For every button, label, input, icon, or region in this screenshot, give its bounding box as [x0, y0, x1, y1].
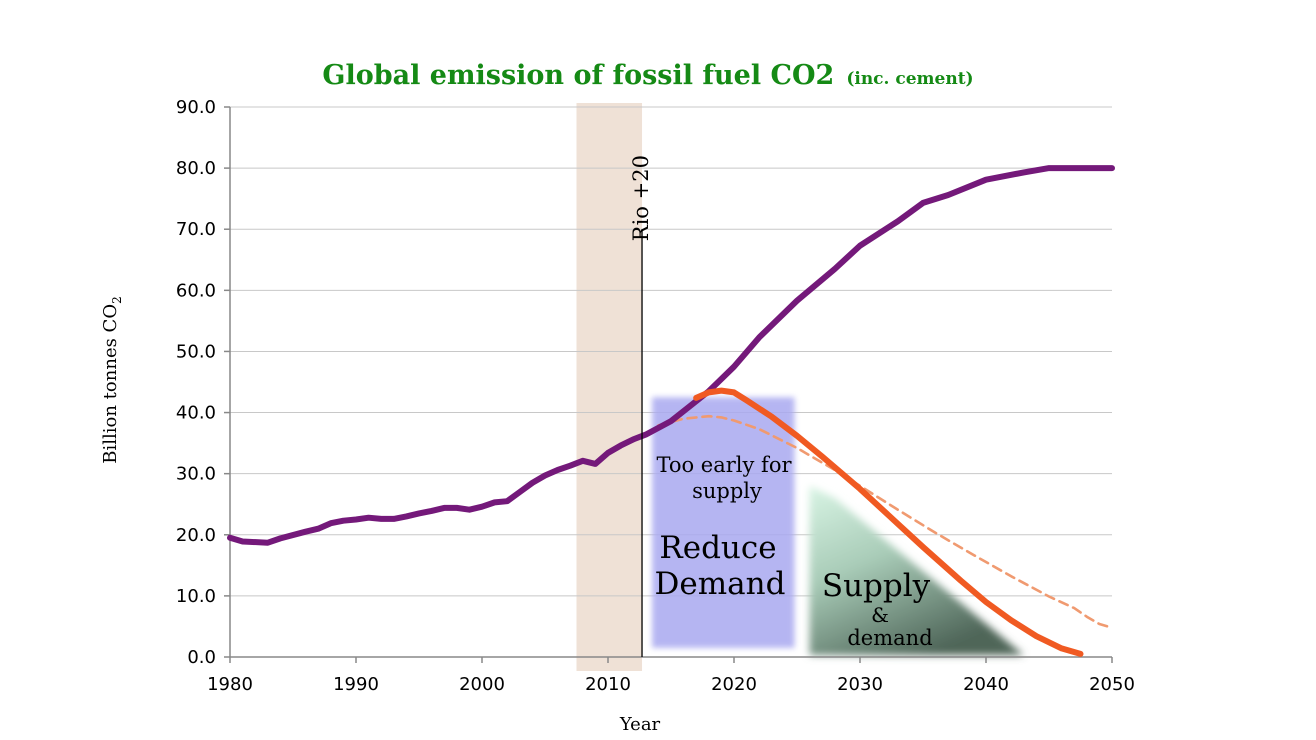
- y-tick-label: 10.0: [176, 586, 216, 607]
- chart-title-main: Global emission of fossil fuel CO2: [322, 60, 834, 91]
- y-tick-label: 20.0: [176, 525, 216, 546]
- y-tick-label: 60.0: [176, 280, 216, 301]
- region-supply-label: Supply: [822, 568, 931, 604]
- x-tick-label: 2020: [711, 674, 757, 695]
- y-tick-label: 40.0: [176, 403, 216, 424]
- y-tick-label: 30.0: [176, 464, 216, 485]
- x-tick-label: 2000: [459, 674, 505, 695]
- x-tick-label: 2030: [837, 674, 883, 695]
- x-axis-title: Year: [619, 714, 661, 735]
- y-tick-label: 70.0: [176, 219, 216, 240]
- rio-marker: Rio +20: [629, 155, 653, 657]
- y-tick-label: 80.0: [176, 158, 216, 179]
- highlight-band-layer: [576, 103, 643, 671]
- highlight-band: [576, 103, 643, 671]
- series-line-historic-projection: [227, 165, 1115, 546]
- region-too-early-label-1: Too early for: [656, 453, 792, 477]
- region-too-early-label-2: supply: [692, 479, 762, 503]
- x-tick-label: 2010: [585, 674, 631, 695]
- region-supply-demand: [809, 485, 1024, 656]
- y-axis-title-subscript: 2: [110, 296, 124, 304]
- region-ampersand-label: &: [871, 603, 889, 627]
- region-reduce-demand: [652, 397, 795, 648]
- x-tick-label: 2040: [963, 674, 1009, 695]
- y-tick-label: 50.0: [176, 341, 216, 362]
- series-line-peak-scenario: [693, 387, 1084, 657]
- region-demand2-label: demand: [847, 626, 932, 650]
- chart-title-suffix: (inc. cement): [846, 69, 973, 89]
- y-axis-title-text: Billion tonnes CO: [100, 304, 121, 464]
- rio-marker-label: Rio +20: [629, 155, 653, 241]
- x-tick-label: 1990: [333, 674, 379, 695]
- series-line-dashed-scenario: [657, 414, 1114, 629]
- axes: 0.0 10.0 20.0 30.0 40.0 50.0 60.0 70.0 80.0 90.0 1…: [176, 97, 1135, 695]
- chart-title: Global emission of fossil fuel CO2 (inc.…: [322, 60, 973, 91]
- y-axis-title: Billion tonnes CO2: [100, 296, 124, 463]
- x-tick-label: 2050: [1089, 674, 1135, 695]
- region-shapes: [652, 397, 1024, 656]
- region-reduce-label: Reduce: [659, 530, 776, 566]
- y-tick-label: 0.0: [187, 647, 216, 668]
- region-demand-label: Demand: [655, 566, 786, 602]
- series-lines: [227, 165, 1115, 657]
- x-tick-label: 1980: [207, 674, 253, 695]
- y-tick-label: 90.0: [176, 97, 216, 118]
